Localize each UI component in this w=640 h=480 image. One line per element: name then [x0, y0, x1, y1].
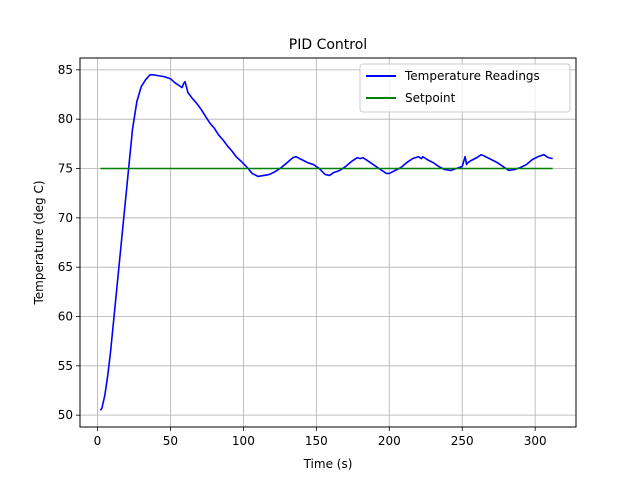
y-tick-label: 60	[58, 309, 73, 323]
ticks: 0 50 100 150 200 250 300 50 55 60 65 70 75 80 85	[58, 63, 547, 448]
y-tick-label: 85	[58, 63, 73, 77]
x-tick-label: 150	[305, 434, 328, 448]
plot-frame	[79, 57, 577, 428]
x-tick-label: 50	[163, 434, 178, 448]
y-tick-label: 50	[58, 408, 73, 422]
legend-label-temperature: Temperature Readings	[404, 69, 540, 83]
x-axis-label: Time (s)	[303, 457, 353, 471]
y-tick-label: 80	[58, 112, 73, 126]
y-tick-label: 55	[58, 359, 73, 373]
y-tick-label: 70	[58, 211, 73, 225]
y-axis-label: Temperature (deg C)	[32, 180, 46, 305]
grid	[80, 58, 576, 427]
x-tick-label: 250	[451, 434, 474, 448]
x-tick-label: 200	[378, 434, 401, 448]
y-tick-label: 65	[58, 260, 73, 274]
x-tick-label: 100	[232, 434, 255, 448]
y-tick-label: 75	[58, 162, 73, 176]
series-line-temperature-readings	[99, 73, 553, 411]
legend-label-setpoint: Setpoint	[405, 91, 456, 105]
legend-box	[359, 63, 571, 113]
legend: Temperature Readings Setpoint	[359, 63, 571, 113]
chart-title: PID Control	[289, 37, 367, 53]
series-layer	[99, 73, 553, 411]
x-tick-label: 0	[94, 434, 102, 448]
x-tick-label: 300	[524, 434, 547, 448]
